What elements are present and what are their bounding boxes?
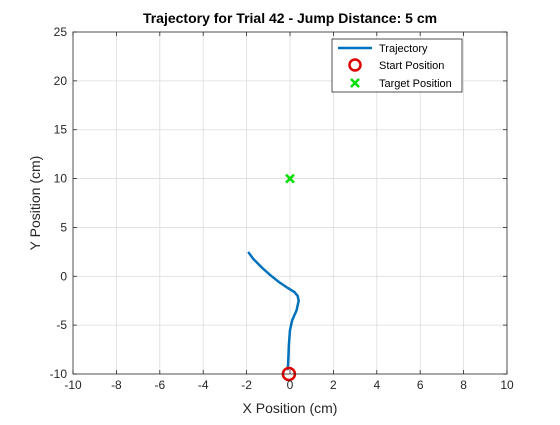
chart-title: Trajectory for Trial 42 - Jump Distance:… [143, 10, 437, 26]
y-tick-label: 25 [54, 25, 68, 39]
y-axis-label: Y Position (cm) [27, 156, 43, 251]
ticks: -10 -8 -6 -4 -2 0 2 4 6 8 10 -10 -5 0 5 10 15 20 25 [50, 25, 514, 392]
y-tick-label: 5 [60, 220, 67, 234]
y-tick-label: 15 [54, 123, 68, 137]
x-tick-label: 8 [460, 378, 467, 392]
y-tick-label: 10 [54, 172, 68, 186]
x-tick-label: 6 [417, 378, 424, 392]
x-tick-label: -6 [154, 378, 165, 392]
y-tick-label: 20 [54, 74, 68, 88]
x-tick-label: 10 [500, 378, 514, 392]
legend-start-swatch [348, 58, 362, 72]
legend: Trajectory Start Position Target Positio… [331, 38, 463, 93]
y-tick-label: -5 [56, 318, 67, 332]
x-tick-label: -10 [64, 378, 82, 392]
series-layer [247, 173, 300, 382]
legend-target-swatch [350, 78, 360, 88]
legend-target-label: Target Position [379, 78, 452, 90]
trajectory-line [247, 251, 300, 371]
x-tick-label: -4 [198, 378, 209, 392]
x-tick-label: -2 [241, 378, 252, 392]
x-tick-label: 2 [330, 378, 337, 392]
x-tick-label: 0 [287, 378, 294, 392]
x-axis-label: X Position (cm) [243, 400, 338, 416]
target-position-marker [285, 173, 295, 184]
y-tick-label: -10 [50, 367, 68, 381]
y-tick-label: 0 [60, 269, 67, 283]
x-tick-label: 4 [373, 378, 380, 392]
legend-start-label: Start Position [379, 60, 444, 72]
x-tick-label: -8 [111, 378, 122, 392]
legend-trajectory-label: Trajectory [379, 43, 428, 55]
